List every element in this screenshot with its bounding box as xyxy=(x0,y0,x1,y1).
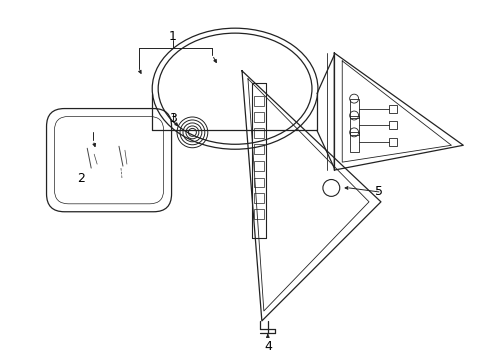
Bar xyxy=(349,99,358,118)
Bar xyxy=(349,116,358,135)
Bar xyxy=(253,209,264,219)
Bar xyxy=(253,128,264,138)
Bar xyxy=(253,96,264,106)
Bar xyxy=(388,121,396,129)
Text: 5: 5 xyxy=(374,185,382,198)
Bar xyxy=(388,138,396,146)
Bar xyxy=(253,144,264,154)
Bar xyxy=(253,193,264,203)
Bar xyxy=(388,105,396,113)
Bar xyxy=(349,132,358,152)
Text: 2: 2 xyxy=(77,171,85,185)
Bar xyxy=(253,112,264,122)
Bar xyxy=(253,177,264,188)
Text: 3: 3 xyxy=(168,112,176,125)
Text: 4: 4 xyxy=(264,340,271,353)
Bar xyxy=(253,161,264,171)
Text: 1: 1 xyxy=(168,30,176,42)
